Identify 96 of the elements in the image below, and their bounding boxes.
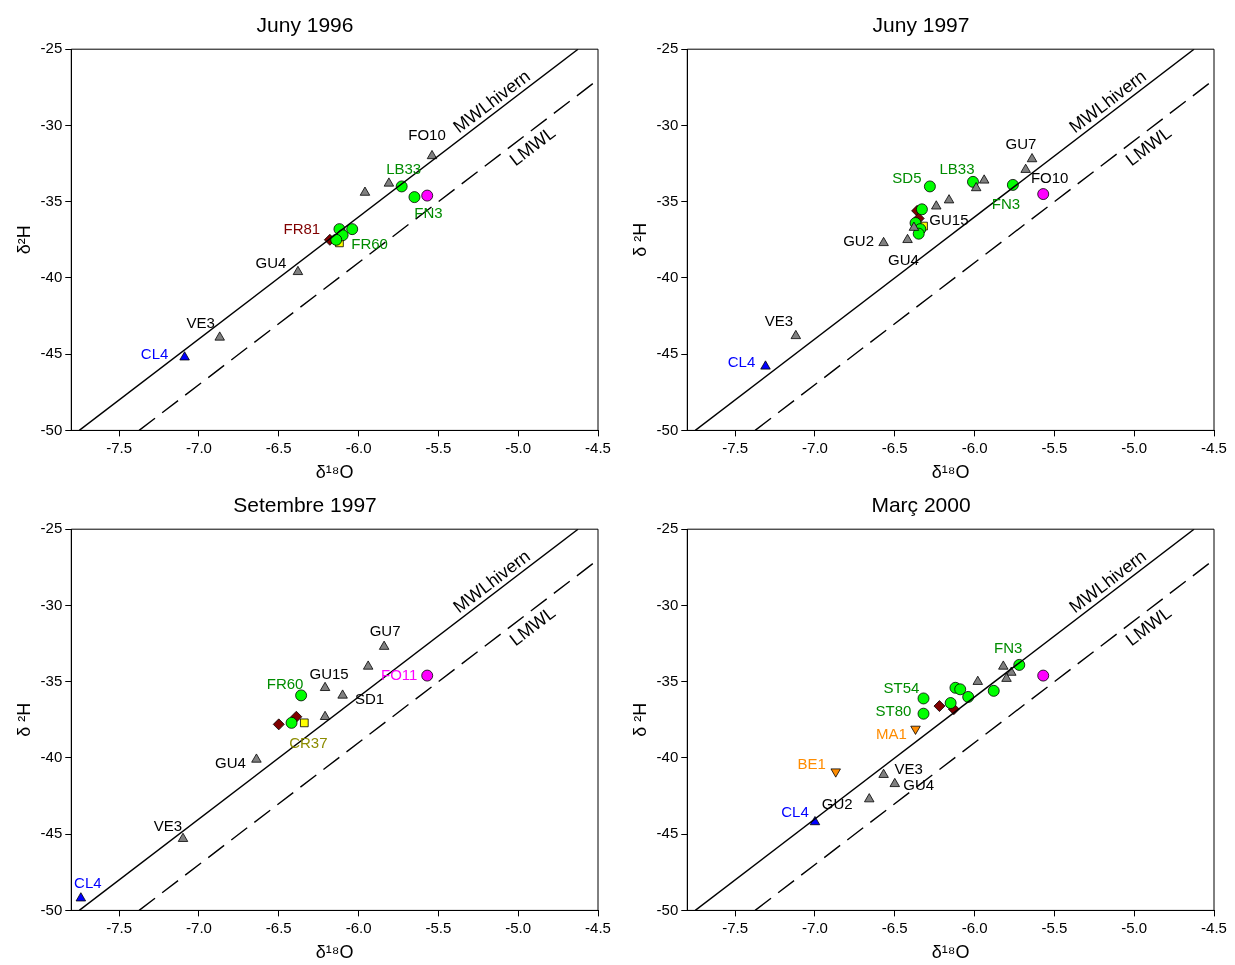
x-tick-label: -6.0 bbox=[961, 438, 988, 456]
x-tick-label: -7.5 bbox=[722, 438, 749, 456]
y-tick-label: -50 bbox=[656, 420, 679, 438]
y-tick-label: -35 bbox=[40, 191, 63, 209]
annotation: FR60 bbox=[351, 235, 388, 253]
y-tick-label: -50 bbox=[40, 420, 63, 438]
x-axis-title: δ¹⁸O bbox=[931, 942, 970, 963]
x-tick-label: -6.0 bbox=[961, 918, 988, 936]
x-tick-label: -5.5 bbox=[1041, 438, 1068, 456]
annotation: BE1 bbox=[797, 754, 826, 772]
y-axis-title: δ ²H bbox=[629, 702, 650, 737]
y-tick-label: -45 bbox=[40, 824, 63, 842]
annotation: SD5 bbox=[892, 168, 922, 186]
annotation: CL4 bbox=[74, 874, 102, 892]
annotation: MA1 bbox=[876, 725, 907, 743]
annotation: CL4 bbox=[727, 353, 756, 371]
y-tick-label: -40 bbox=[40, 748, 63, 766]
annotation: SD1 bbox=[355, 689, 385, 707]
x-tick-label: -6.5 bbox=[265, 918, 292, 936]
y-tick-label: -50 bbox=[40, 900, 63, 918]
annotation: GU4 bbox=[888, 250, 919, 268]
y-tick-label: -50 bbox=[656, 900, 679, 918]
annotation: VE3 bbox=[153, 816, 183, 834]
annotation: FO10 bbox=[1030, 168, 1069, 186]
x-tick-label: -7.5 bbox=[106, 918, 133, 936]
annotation: FN3 bbox=[994, 639, 1023, 657]
x-axis-title: δ¹⁸O bbox=[315, 942, 354, 963]
y-tick-label: -25 bbox=[656, 39, 679, 57]
chart-title: Març 2000 bbox=[871, 493, 971, 517]
x-tick-label: -6.0 bbox=[345, 918, 372, 936]
y-tick-label: -25 bbox=[40, 519, 63, 537]
y-tick-label: -30 bbox=[656, 595, 679, 613]
y-tick-label: -25 bbox=[40, 39, 63, 57]
y-tick-label: -45 bbox=[656, 344, 679, 362]
y-tick-label: -40 bbox=[40, 268, 63, 286]
x-tick-label: -7.0 bbox=[802, 438, 828, 456]
y-tick-label: -30 bbox=[656, 115, 679, 133]
annotation: VE3 bbox=[186, 313, 215, 331]
annotation: FN3 bbox=[991, 195, 1021, 213]
y-axis-title: δ ²H bbox=[629, 222, 650, 257]
chart-title: Juny 1997 bbox=[872, 13, 970, 37]
annotation: GU4 bbox=[255, 253, 287, 271]
y-tick-label: -30 bbox=[40, 595, 63, 613]
annotation: CL4 bbox=[140, 345, 169, 363]
x-axis-title: δ¹⁸O bbox=[315, 462, 354, 483]
x-tick-label: -4.5 bbox=[1201, 918, 1227, 936]
annotation: FR60 bbox=[266, 674, 304, 692]
annotation: GU4 bbox=[903, 775, 935, 793]
annotation: ST54 bbox=[883, 678, 920, 696]
y-tick-label: -40 bbox=[656, 268, 679, 286]
x-tick-label: -7.5 bbox=[106, 438, 133, 456]
annotation: GU15 bbox=[929, 210, 969, 228]
x-tick-label: -5.0 bbox=[505, 918, 532, 936]
x-tick-label: -7.0 bbox=[186, 918, 212, 936]
annotation: GU7 bbox=[369, 621, 401, 639]
annotation: GU2 bbox=[843, 231, 875, 249]
x-axis-title: δ¹⁸O bbox=[931, 462, 970, 483]
y-tick-label: -30 bbox=[40, 115, 63, 133]
x-tick-label: -5.5 bbox=[425, 918, 452, 936]
y-tick-label: -45 bbox=[656, 824, 679, 842]
annotation: GU4 bbox=[215, 753, 246, 771]
x-tick-label: -7.5 bbox=[722, 918, 749, 936]
annotation: LB33 bbox=[386, 159, 422, 177]
x-tick-label: -7.0 bbox=[186, 438, 212, 456]
x-tick-label: -6.5 bbox=[265, 438, 292, 456]
chart-title: Juny 1996 bbox=[256, 13, 354, 37]
annotation: FO10 bbox=[408, 126, 446, 144]
x-tick-label: -5.0 bbox=[1121, 438, 1148, 456]
annotation: GU7 bbox=[1005, 135, 1037, 153]
annotation: VE3 bbox=[764, 312, 793, 329]
x-tick-label: -5.0 bbox=[505, 438, 532, 456]
x-tick-label: -6.0 bbox=[345, 438, 372, 456]
y-tick-label: -35 bbox=[40, 671, 63, 689]
chart-title: Setembre 1997 bbox=[233, 493, 377, 517]
annotation: CL4 bbox=[781, 803, 809, 821]
annotation: FR81 bbox=[283, 219, 321, 237]
annotation: GU15 bbox=[309, 664, 349, 682]
x-tick-label: -4.5 bbox=[585, 438, 611, 456]
x-tick-label: -5.0 bbox=[1121, 918, 1148, 936]
x-tick-label: -4.5 bbox=[585, 918, 611, 936]
y-axis-title: δ ²H bbox=[13, 702, 34, 737]
y-axis-title: δ²H bbox=[13, 225, 34, 255]
x-tick-label: -6.5 bbox=[881, 918, 908, 936]
annotation: ST80 bbox=[875, 701, 912, 719]
x-tick-label: -6.5 bbox=[881, 438, 908, 456]
y-tick-label: -35 bbox=[656, 191, 679, 209]
x-tick-label: -4.5 bbox=[1201, 438, 1227, 456]
annotation: VE3 bbox=[894, 759, 923, 777]
y-tick-label: -40 bbox=[656, 748, 679, 766]
x-tick-label: -5.5 bbox=[1041, 918, 1068, 936]
y-tick-label: -25 bbox=[656, 519, 679, 537]
x-tick-label: -7.0 bbox=[802, 918, 828, 936]
x-tick-label: -5.5 bbox=[425, 438, 452, 456]
y-tick-label: -35 bbox=[656, 671, 679, 689]
annotation: LB33 bbox=[939, 160, 975, 177]
y-tick-label: -45 bbox=[40, 344, 63, 362]
